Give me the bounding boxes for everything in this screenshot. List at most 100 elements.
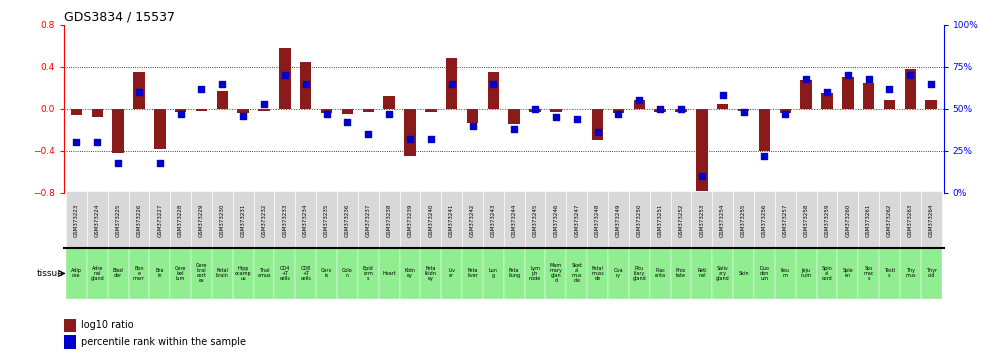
Bar (817, 248, 838, 299)
Bar (508, 109, 520, 124)
Point (798, 76, 814, 81)
Text: GSM373251: GSM373251 (658, 204, 663, 237)
Point (443, 81, 459, 86)
Text: GSM373252: GSM373252 (678, 204, 683, 237)
Bar (342, 109, 353, 114)
Bar (254, 191, 274, 250)
Text: Jeju
num: Jeju num (800, 268, 812, 279)
Text: tissue: tissue (36, 269, 64, 278)
Point (277, 73, 293, 78)
Bar (259, 109, 269, 111)
Bar (91, 109, 103, 117)
Bar (670, 248, 691, 299)
Text: Epid
erm
s: Epid erm s (363, 266, 374, 281)
Text: Thy
mus: Thy mus (905, 268, 915, 279)
Text: Lun
g: Lun g (489, 268, 497, 279)
Bar (317, 191, 337, 250)
Bar (879, 191, 899, 250)
Bar (108, 191, 129, 250)
Point (819, 89, 835, 95)
Bar (149, 191, 170, 250)
Bar (274, 191, 295, 250)
Point (653, 106, 668, 112)
Text: Pros
tate: Pros tate (676, 268, 686, 279)
Text: GSM373240: GSM373240 (429, 204, 434, 237)
Bar (279, 48, 291, 109)
Bar (467, 109, 479, 122)
Text: GSM373248: GSM373248 (595, 204, 600, 237)
Text: Ova
ry: Ova ry (613, 268, 623, 279)
Point (298, 81, 314, 86)
Text: percentile rank within the sample: percentile rank within the sample (82, 337, 246, 347)
Bar (295, 248, 317, 299)
Bar (587, 248, 608, 299)
Text: Thyr
oid: Thyr oid (926, 268, 937, 279)
Text: Sple
en: Sple en (842, 268, 853, 279)
Text: Kidn
ey: Kidn ey (405, 268, 416, 279)
Bar (780, 109, 791, 113)
Bar (154, 109, 165, 149)
Text: Heart: Heart (382, 271, 396, 276)
Point (339, 120, 355, 125)
Bar (717, 104, 728, 109)
Bar (191, 191, 212, 250)
Text: Saliv
ary
gland: Saliv ary gland (716, 266, 729, 281)
Text: log10 ratio: log10 ratio (82, 320, 134, 330)
Bar (634, 101, 645, 109)
Text: Bon
e
marr: Bon e marr (133, 266, 145, 281)
Point (861, 76, 877, 81)
Text: Adip
ose: Adip ose (71, 268, 82, 279)
Bar (399, 248, 421, 299)
Text: GSM373253: GSM373253 (699, 204, 705, 237)
Bar (754, 191, 775, 250)
Text: Lym
ph
node: Lym ph node (529, 266, 542, 281)
Text: Mam
mary
glan
d: Mam mary glan d (549, 263, 562, 284)
Point (89, 140, 105, 145)
Text: Feta
llung: Feta llung (508, 268, 520, 279)
Point (673, 106, 689, 112)
Bar (608, 191, 629, 250)
Text: Plac
enta: Plac enta (655, 268, 665, 279)
Text: GSM373231: GSM373231 (241, 204, 246, 237)
Text: Duo
den
um: Duo den um (760, 266, 770, 281)
Text: GSM373242: GSM373242 (470, 204, 475, 237)
Bar (129, 248, 149, 299)
Text: Blad
der: Blad der (113, 268, 124, 279)
Bar (566, 248, 587, 299)
Bar (546, 248, 566, 299)
Bar (733, 191, 754, 250)
Bar (129, 191, 149, 250)
Text: Feta
lkidn
ey: Feta lkidn ey (425, 266, 436, 281)
Text: GSM373250: GSM373250 (637, 204, 642, 237)
Bar (233, 248, 254, 299)
Point (465, 123, 481, 129)
Bar (488, 72, 499, 109)
Bar (759, 109, 770, 151)
Text: GSM373247: GSM373247 (574, 204, 579, 237)
Bar (925, 101, 937, 109)
Text: GSM373254: GSM373254 (721, 204, 725, 237)
Bar (66, 191, 87, 250)
Bar (592, 109, 604, 141)
Bar (87, 191, 108, 250)
Point (402, 136, 418, 142)
Bar (612, 109, 624, 113)
Point (381, 111, 397, 117)
Text: GSM373228: GSM373228 (178, 204, 183, 237)
Bar (421, 191, 441, 250)
Text: GSM373243: GSM373243 (491, 204, 495, 237)
Bar (112, 109, 124, 153)
Bar (378, 191, 399, 250)
Bar (254, 248, 274, 299)
Text: Reti
nal: Reti nal (697, 268, 707, 279)
Text: GSM373260: GSM373260 (845, 204, 850, 237)
Point (778, 111, 793, 117)
Bar (655, 109, 665, 112)
Text: GSM373257: GSM373257 (782, 204, 787, 237)
Text: Pitu
itary
gland: Pitu itary gland (632, 266, 646, 281)
Bar (191, 248, 212, 299)
Bar (446, 58, 457, 109)
Bar (921, 248, 942, 299)
Bar (134, 72, 145, 109)
Bar (399, 191, 421, 250)
